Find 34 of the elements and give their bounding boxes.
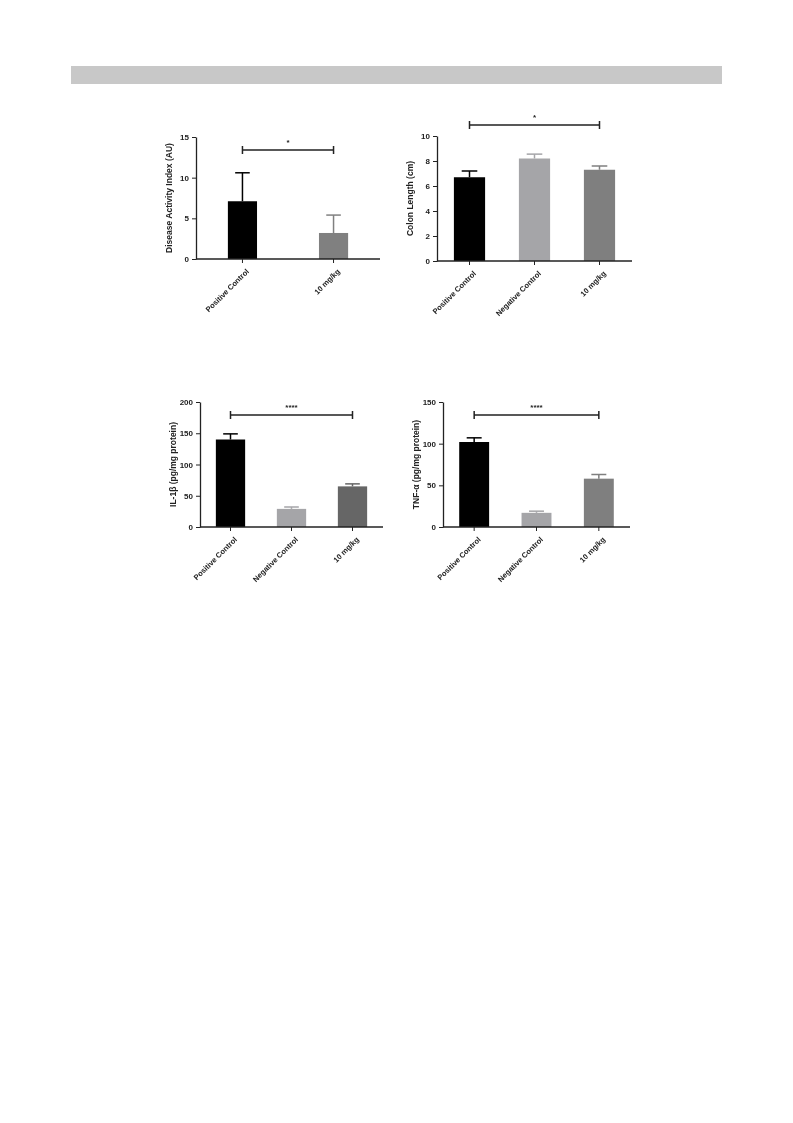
y-axis-title: TNF-α (pg/mg protein)	[411, 419, 421, 510]
y-tick-label: 0	[431, 523, 437, 533]
y-tick-label: 0	[425, 257, 431, 267]
bar	[518, 158, 551, 261]
y-tick-label: 6	[425, 182, 431, 192]
y-tick-label: 50	[184, 491, 194, 501]
annotation: ****	[530, 403, 544, 412]
annotation: *	[286, 138, 291, 147]
y-tick-label: 2	[425, 232, 431, 242]
y-axis-title: IL-1β (pg/mg protein)	[168, 421, 178, 507]
bar	[583, 478, 614, 527]
y-tick-label: 8	[425, 157, 431, 167]
bar	[337, 486, 368, 527]
y-axis-title: Colon Length (cm)	[405, 160, 415, 237]
y-tick-label: 4	[425, 207, 431, 217]
y-tick-label: 0	[188, 523, 194, 533]
y-tick-label: 100	[179, 460, 194, 470]
bar	[276, 508, 307, 527]
y-tick-label: 15	[180, 133, 190, 143]
y-tick-label: 100	[422, 439, 437, 449]
y-tick-label: 5	[184, 214, 190, 224]
y-tick-label: 200	[179, 398, 194, 408]
y-tick-label: 0	[184, 255, 190, 265]
y-tick-label: 10	[421, 132, 431, 142]
text: *	[532, 113, 537, 122]
y-axis-title: Disease Activity Index (AU)	[164, 142, 174, 253]
bar	[459, 442, 490, 527]
annotation: ****	[285, 403, 299, 412]
y-tick-label: 150	[179, 429, 194, 439]
bar	[215, 439, 246, 527]
y-tick-label: 10	[180, 173, 190, 183]
y-tick-label: 50	[427, 481, 437, 491]
y-tick-label: 150	[422, 398, 437, 408]
bar	[583, 169, 616, 261]
